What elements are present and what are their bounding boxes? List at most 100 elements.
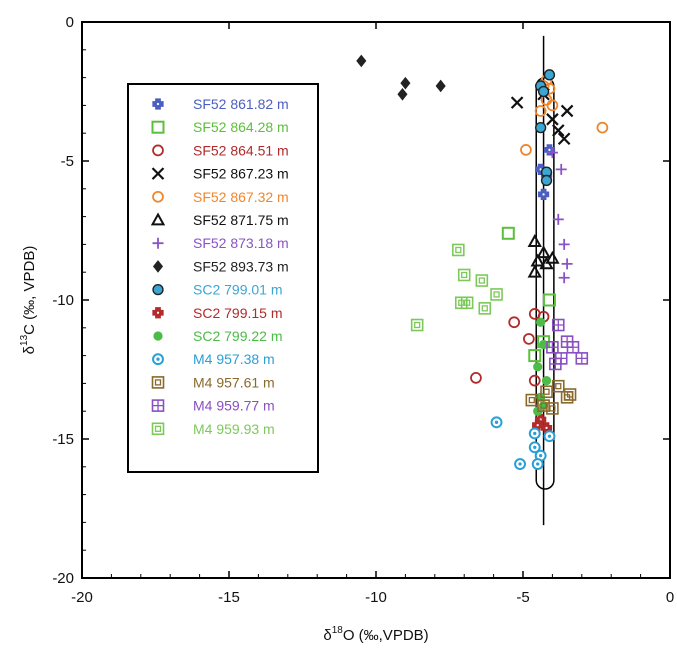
legend-label: SF52 873.18 m [193, 235, 289, 251]
data-point [551, 318, 565, 332]
data-point [563, 388, 577, 401]
data-point [558, 272, 570, 284]
x-axis-label-prefix: δ [323, 627, 331, 644]
data-point [454, 296, 468, 310]
data-point [534, 105, 547, 117]
data-point [546, 113, 559, 126]
data-point [543, 430, 556, 443]
legend-marker [152, 307, 164, 319]
legend-marker [152, 237, 164, 249]
data-point [575, 352, 589, 365]
y-tick-label: -15 [52, 431, 74, 448]
data-point [546, 340, 559, 354]
data-point [541, 375, 552, 386]
legend-label: SF52 861.82 m [193, 96, 289, 112]
x-axis-label: δ18O (‰,VPDB) [323, 625, 428, 644]
y-axis-label-superscript: 13 [19, 334, 30, 346]
data-point [538, 339, 549, 350]
data-point [510, 96, 524, 109]
legend-label: M4 957.38 m [193, 351, 275, 367]
data-point [561, 258, 573, 270]
legend-label: SC2 799.15 m [193, 305, 283, 321]
legend-marker [151, 399, 165, 412]
data-point [536, 317, 546, 327]
data-point [530, 253, 545, 267]
data-point [537, 399, 550, 412]
data-point [528, 441, 541, 454]
legend-label: M4 959.77 m [193, 398, 275, 414]
legend-marker [151, 120, 165, 134]
x-tick-label: -10 [365, 589, 387, 606]
data-point [566, 340, 580, 354]
data-point [536, 245, 551, 259]
x-axis-label-rest: O (‰,VPDB) [343, 627, 429, 644]
data-point [435, 79, 446, 93]
data-point [527, 264, 542, 278]
legend-marker [152, 260, 164, 273]
data-point [532, 419, 544, 431]
legend-label: SF52 893.73 m [193, 258, 289, 274]
data-point [552, 213, 564, 225]
legend-marker [150, 212, 166, 226]
x-tick-label: -20 [71, 589, 93, 606]
data-point [397, 87, 408, 101]
data-point [546, 99, 559, 112]
data-point [478, 302, 492, 315]
data-point [452, 243, 465, 257]
data-point [528, 374, 541, 387]
data-point [560, 104, 574, 118]
y-axis-label-prefix: δ [21, 346, 38, 354]
data-point [490, 416, 503, 429]
data-point [596, 121, 609, 134]
data-points [356, 54, 609, 470]
data-point [540, 385, 553, 399]
data-point [533, 362, 543, 372]
legend-label: SF52 867.23 m [193, 166, 289, 182]
y-tick-label: -10 [52, 292, 74, 309]
data-point [457, 268, 471, 282]
legend-marker [152, 98, 164, 110]
data-point [557, 132, 571, 146]
legend-label: SC2 799.22 m [193, 328, 283, 344]
data-point [501, 226, 515, 240]
data-point [552, 124, 565, 137]
data-point [546, 402, 559, 415]
data-point [528, 427, 541, 440]
data-point [545, 250, 560, 264]
data-point [410, 318, 424, 332]
legend: SF52 861.82 m SF52 864.28 m SF52 864.51 m S… [127, 83, 319, 473]
data-point [508, 316, 521, 329]
y-axis-label: δ13C (‰, VPDB) [19, 246, 38, 355]
data-point [555, 163, 567, 175]
legend-marker [151, 422, 165, 436]
data-point [534, 121, 547, 134]
y-tick-label: -20 [52, 570, 74, 587]
legend-marker [152, 144, 164, 157]
x-axis-label-superscript: 18 [332, 625, 344, 636]
x-tick-label: 0 [666, 589, 674, 606]
data-point [490, 288, 503, 301]
legend-label: M4 959.93 m [193, 421, 275, 437]
legend-marker [153, 331, 163, 341]
data-point [475, 274, 489, 287]
legend-marker [152, 283, 164, 296]
data-point [537, 85, 550, 98]
data-point [514, 458, 527, 470]
data-point [527, 234, 542, 248]
data-point [528, 349, 542, 363]
y-tick-label: -5 [61, 153, 74, 170]
legend-marker [151, 376, 165, 389]
legend-label: SF52 864.28 m [193, 119, 289, 135]
data-point [531, 458, 544, 470]
data-point [546, 147, 558, 159]
legend-box [127, 83, 319, 473]
legend-label: SF52 864.51 m [193, 142, 289, 158]
data-point [470, 371, 482, 384]
x-tick-label: -15 [218, 589, 240, 606]
data-point [400, 76, 411, 90]
data-point [520, 144, 532, 156]
y-axis-label-rest: C (‰, VPDB) [21, 246, 38, 335]
data-point [537, 188, 550, 200]
data-point [356, 54, 367, 68]
